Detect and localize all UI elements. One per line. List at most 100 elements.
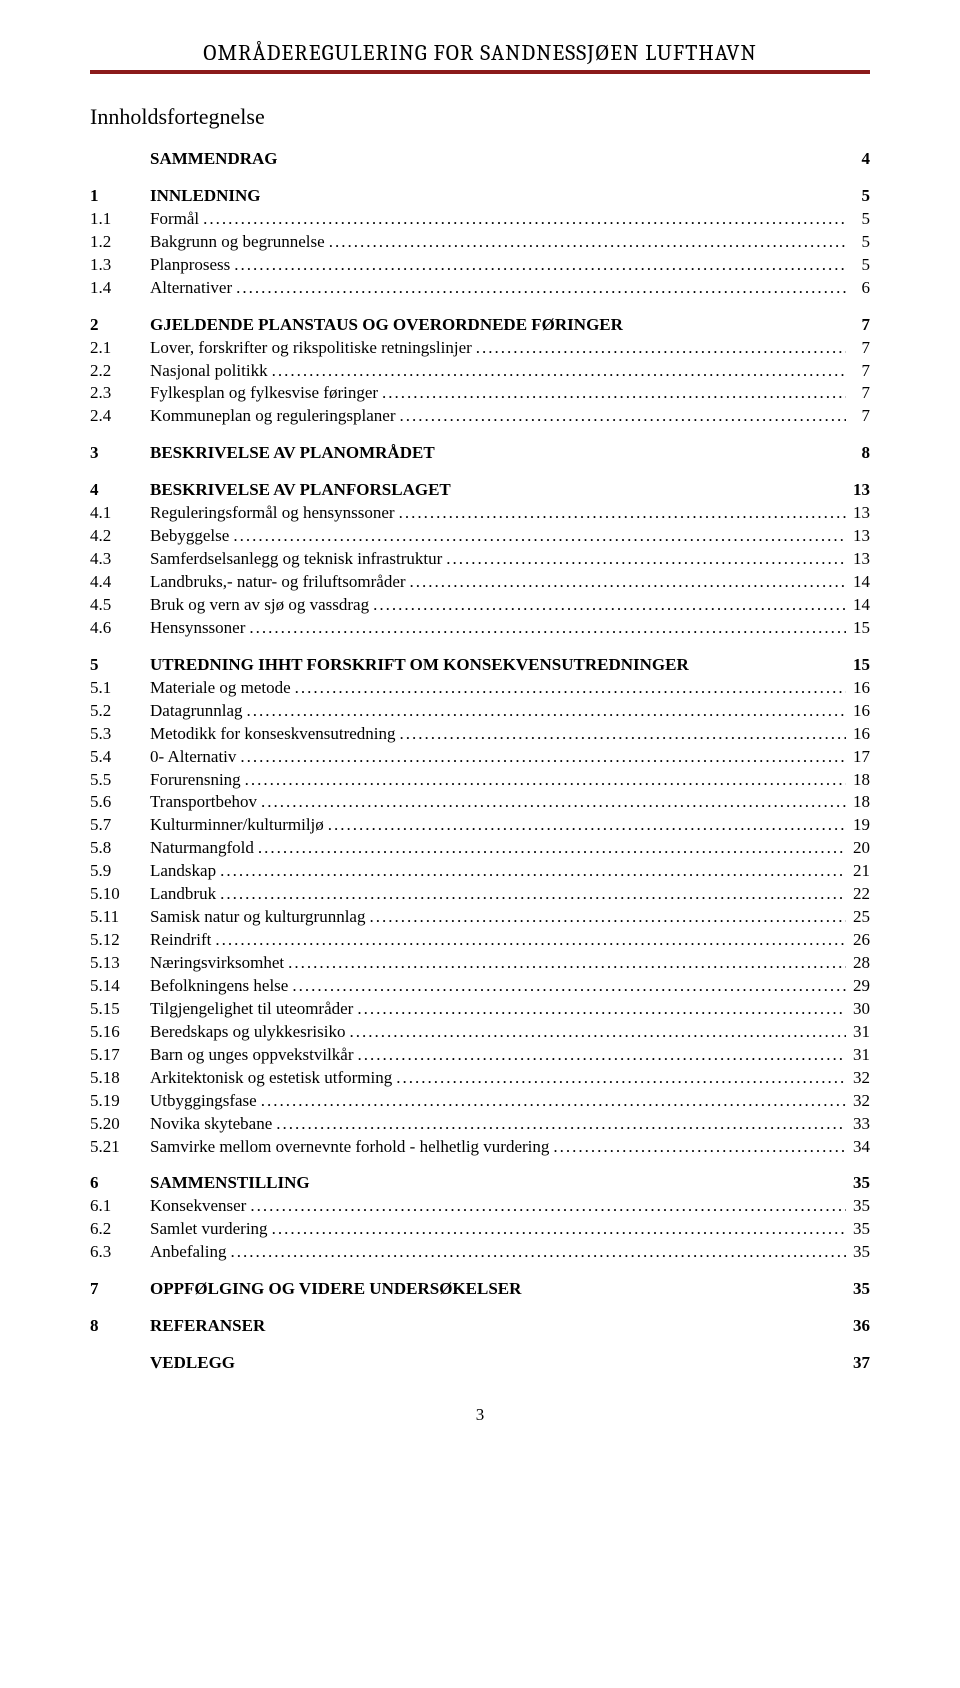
toc-entry-page: 35 [846,1241,870,1264]
toc-entry: 2.1Lover, forskrifter og rikspolitiske r… [90,337,870,360]
toc-entry-number: 5.2 [90,700,150,723]
toc-entry-page: 13 [846,525,870,548]
toc-entry: 4.4Landbruks,- natur- og friluftsområder… [90,571,870,594]
toc-entry-label: BESKRIVELSE AV PLANOMRÅDET [150,442,435,465]
toc-entry-number: 5.6 [90,791,150,814]
toc-entry-number: 2.2 [90,360,150,383]
toc-entry-number: 5.7 [90,814,150,837]
toc-entry-label: Samvirke mellom overnevnte forhold - hel… [150,1136,549,1159]
toc-entry-label: Samlet vurdering [150,1218,268,1241]
toc-leader: ........................................… [241,769,846,792]
toc-entry-page: 5 [846,208,870,231]
toc-entry-number: 5.16 [90,1021,150,1044]
toc-entry: 4.6Hensynssoner.........................… [90,617,870,640]
toc-leader: ........................................… [395,502,846,525]
toc-entry-page: 7 [846,360,870,383]
toc-entry-page: 20 [846,837,870,860]
toc-entry-label: Formål [150,208,199,231]
toc-entry-number: 5 [90,654,150,677]
toc-entry-label: Bakgrunn og begrunnelse [150,231,325,254]
toc-entry: 5.13Næringsvirksomhet...................… [90,952,870,975]
toc-entry-number: 1.4 [90,277,150,300]
toc-entry-page: 22 [846,883,870,906]
toc-entry-number: 5.10 [90,883,150,906]
toc-entry-label: Bruk og vern av sjø og vassdrag [150,594,369,617]
toc-leader: ........................................… [199,208,846,231]
toc-entry: 6SAMMENSTILLING35 [90,1172,870,1195]
page-number: 3 [90,1405,870,1425]
toc-entry-label: Bebyggelse [150,525,229,548]
toc-entry-page: 29 [846,975,870,998]
toc-leader: ........................................… [229,525,846,548]
toc-entry-page: 16 [846,700,870,723]
toc-entry-page: 37 [846,1352,870,1375]
toc-entry-page: 13 [846,548,870,571]
toc-entry: 5.11Samisk natur og kulturgrunnlag......… [90,906,870,929]
toc-entry-number: 6.1 [90,1195,150,1218]
toc-entry-page: 32 [846,1090,870,1113]
toc-entry-page: 35 [846,1218,870,1241]
header-rule [90,70,870,74]
toc-entry: 1.2Bakgrunn og begrunnelse..............… [90,231,870,254]
toc-entry-number: 4.2 [90,525,150,548]
document-header-title: OMRÅDEREGULERING FOR SANDNESSJØEN LUFTHA… [90,40,870,70]
toc-entry: 4.1Reguleringsformål og hensynssoner....… [90,502,870,525]
toc-leader: ........................................… [272,1113,846,1136]
toc-entry-page: 5 [846,185,870,208]
toc-entry-number: 1 [90,185,150,208]
toc-entry: 5.15Tilgjengelighet til uteområder......… [90,998,870,1021]
toc-leader: ........................................… [284,952,846,975]
toc-entry-number: 5.13 [90,952,150,975]
toc-leader: ........................................… [396,405,847,428]
toc-entry-page: 35 [846,1172,870,1195]
toc-leader: ........................................… [291,677,846,700]
toc-leader: ........................................… [396,723,846,746]
toc-entry-page: 15 [846,654,870,677]
toc-entry-number: 6.3 [90,1241,150,1264]
toc-entry: 2.4Kommuneplan og reguleringsplaner.....… [90,405,870,428]
toc-entry-page: 32 [846,1067,870,1090]
toc-entry: 5.20Novika skytebane....................… [90,1113,870,1136]
toc-entry-label: Konsekvenser [150,1195,246,1218]
toc-entry-label: Landbruks,- natur- og friluftsområder [150,571,406,594]
toc-leader: ........................................… [230,254,846,277]
toc-entry: 2.2Nasjonal politikk....................… [90,360,870,383]
toc-entry: 5.1Materiale og metode..................… [90,677,870,700]
toc-entry-label: Landbruk [150,883,216,906]
toc-entry-label: Metodikk for konseskvensutredning [150,723,396,746]
toc-entry: 5.3Metodikk for konseskvensutredning....… [90,723,870,746]
toc-entry-label: Forurensning [150,769,241,792]
toc-entry-number: 5.17 [90,1044,150,1067]
toc-entry-label: Landskap [150,860,216,883]
toc-entry: 5.16Beredskaps og ulykkesrisiko.........… [90,1021,870,1044]
toc-entry: 3BESKRIVELSE AV PLANOMRÅDET8 [90,442,870,465]
toc-entry-label: UTREDNING IHHT FORSKRIFT OM KONSEKVENSUT… [150,654,689,677]
toc-entry: 5.5Forurensning.........................… [90,769,870,792]
toc-entry: 1INNLEDNING5 [90,185,870,208]
toc-entry-number: 2.4 [90,405,150,428]
toc-entry-label: Fylkesplan og fylkesvise føringer [150,382,378,405]
toc-entry: 5.8Naturmangfold........................… [90,837,870,860]
toc-container: SAMMENDRAG41INNLEDNING51.1Formål........… [90,148,870,1375]
toc-entry-number: 5.15 [90,998,150,1021]
toc-entry-label: GJELDENDE PLANSTAUS OG OVERORDNEDE FØRIN… [150,314,623,337]
toc-entry: 2.3Fylkesplan og fylkesvise føringer....… [90,382,870,405]
toc-entry: 8REFERANSER36 [90,1315,870,1338]
toc-leader: ........................................… [216,883,846,906]
toc-entry: 1.1Formål...............................… [90,208,870,231]
toc-entry: 6.1Konsekvenser.........................… [90,1195,870,1218]
toc-entry-label: Alternativer [150,277,232,300]
toc-entry-number: 4 [90,479,150,502]
toc-entry-page: 33 [846,1113,870,1136]
toc-entry-label: Lover, forskrifter og rikspolitiske retn… [150,337,472,360]
toc-entry: 5.7Kulturminner/kulturmiljø.............… [90,814,870,837]
toc-entry-label: Kulturminner/kulturmiljø [150,814,324,837]
toc-entry-label: Samisk natur og kulturgrunnlag [150,906,365,929]
toc-leader: ........................................… [211,929,846,952]
toc-entry-page: 7 [846,405,870,428]
toc-entry-label: OPPFØLGING OG VIDERE UNDERSØKELSER [150,1278,521,1301]
toc-leader: ........................................… [442,548,846,571]
toc-entry-page: 35 [846,1195,870,1218]
toc-leader: ........................................… [345,1021,846,1044]
toc-leader: ........................................… [236,746,846,769]
